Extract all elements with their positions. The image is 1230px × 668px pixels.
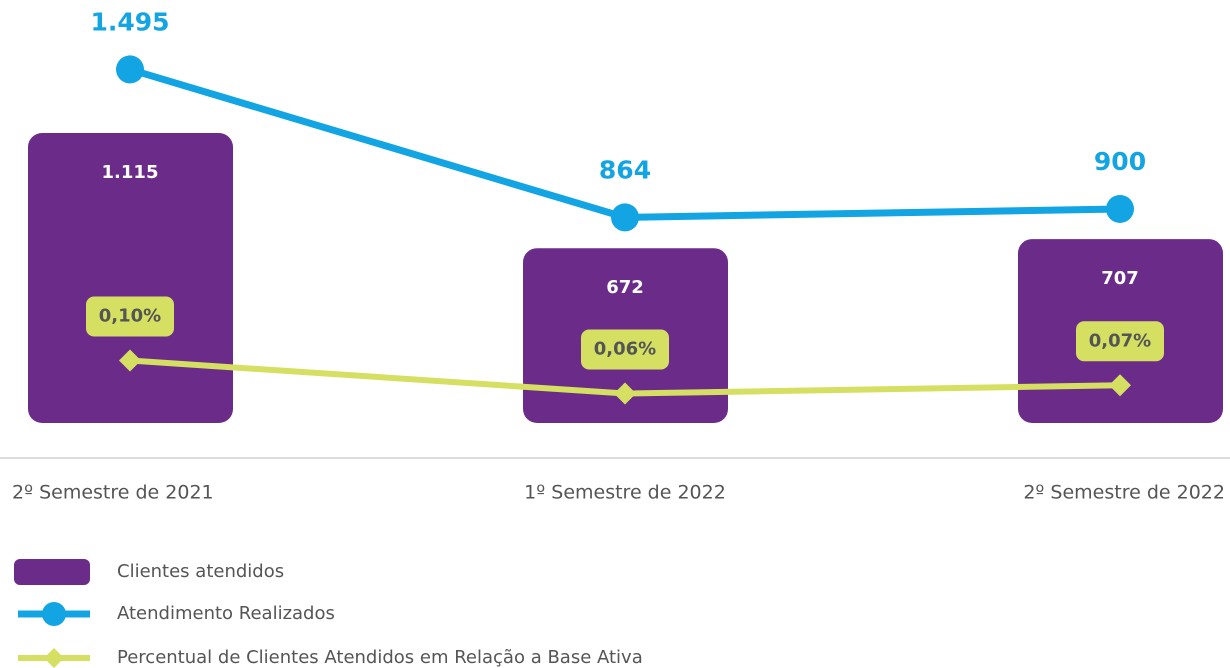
bar-value-label: 1.115: [102, 162, 159, 183]
point-value-label: 1.495: [90, 7, 169, 36]
label-box: [86, 296, 174, 337]
line: [128, 66, 1121, 221]
point-value-label: 864: [599, 155, 651, 184]
point-value-label: 900: [1094, 147, 1146, 176]
point-value-label: 0,07%: [1089, 330, 1151, 351]
x-tick-label: 2º Semestre de 2021: [12, 482, 214, 504]
legend-label: Atendimento Realizados: [117, 603, 335, 624]
bar: [28, 133, 233, 423]
label-box: [581, 329, 669, 370]
point-value-label: 0,10%: [99, 306, 161, 327]
label-box: [1076, 321, 1164, 362]
point: [1109, 374, 1131, 397]
point-value-label: 0,06%: [594, 339, 656, 360]
legend-label: Percentual de Clientes Atendidos em Rela…: [117, 647, 643, 668]
point: [116, 55, 144, 84]
point: [611, 203, 639, 232]
x-tick-label: 2º Semestre de 2022: [1023, 482, 1225, 504]
point: [119, 349, 141, 372]
legend-marker: [44, 648, 64, 668]
x-tick-label: 1º Semestre de 2022: [524, 482, 726, 504]
point: [614, 382, 636, 405]
legend-label: Clientes atendidos: [117, 561, 284, 582]
legend-marker: [42, 602, 66, 626]
bar-value-label: 672: [606, 277, 644, 298]
bar-value-label: 707: [1101, 268, 1139, 289]
point: [1106, 194, 1134, 223]
legend-swatch: [14, 559, 90, 585]
